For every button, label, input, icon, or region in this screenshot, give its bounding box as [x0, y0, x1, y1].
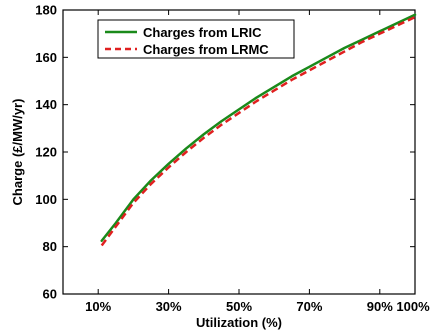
series-group	[100, 13, 417, 247]
x-tick-label: 50%	[226, 299, 252, 314]
y-tick-label: 160	[35, 50, 57, 65]
series-line-lric	[100, 13, 417, 242]
y-tick-label: 100	[35, 192, 57, 207]
x-axis-label: Utilization (%)	[196, 315, 282, 330]
series-line-lrmc	[100, 15, 416, 247]
x-tick-label: 70%	[296, 299, 322, 314]
y-tick-label: 120	[35, 145, 57, 160]
legend-label-lrmc: Charges from LRMC	[143, 42, 269, 57]
x-tick-label: 30%	[156, 299, 182, 314]
legend-box	[97, 19, 295, 59]
y-tick-label: 60	[43, 287, 57, 302]
legend: Charges from LRIC Charges from LRMC	[97, 19, 295, 59]
y-axis-label: Charge (£/MW/yr)	[10, 99, 25, 206]
x-tick-label: 90%	[367, 299, 393, 314]
y-axis-ticks: 60 80 100 120 140 160 180	[35, 3, 415, 302]
x-tick-label: 100%	[396, 299, 430, 314]
x-tick-label: 10%	[85, 299, 111, 314]
y-tick-label: 80	[43, 239, 57, 254]
y-tick-label: 180	[35, 3, 57, 18]
x-axis-ticks: 10% 30% 50% 70% 90% 100%	[85, 10, 430, 314]
legend-label-lric: Charges from LRIC	[143, 25, 262, 40]
y-tick-label: 140	[35, 97, 57, 112]
